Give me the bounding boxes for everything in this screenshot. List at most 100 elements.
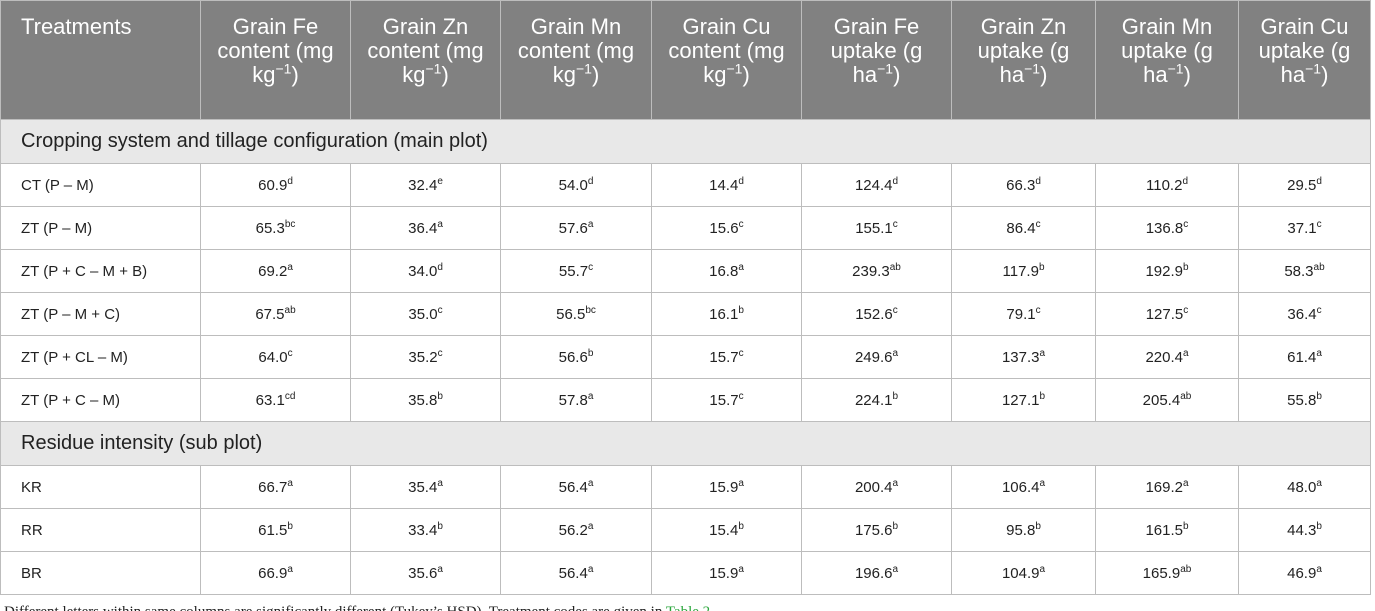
significance-letter: c	[588, 261, 594, 273]
cell-value: 15.9	[709, 564, 739, 582]
cell-value: 220.4	[1145, 348, 1183, 366]
data-cell: 34.0d	[350, 249, 501, 293]
data-cell: 106.4a	[951, 465, 1096, 509]
data-row: ZT (P + CL – M) 64.0c 35.2c 56.6b 15.7c 249.6…	[0, 335, 1371, 379]
data-cell: 37.1c	[1238, 206, 1371, 250]
data-cell: 124.4d	[801, 163, 952, 207]
significance-letter: a	[587, 520, 594, 532]
significance-letter: b	[1316, 390, 1322, 402]
header-text-end: )	[742, 62, 750, 87]
cell-value: 15.7	[709, 391, 739, 409]
header-cell: Grain Cu uptake (g ha−1)	[1238, 0, 1371, 120]
cell-value: 205.4	[1142, 391, 1181, 409]
header-text-end: )	[291, 62, 299, 87]
cell-value: 16.8	[709, 262, 739, 280]
significance-letter: c	[1183, 218, 1189, 230]
significance-letter: c	[738, 390, 744, 402]
significance-letter: d	[437, 261, 443, 273]
header-text: Grain Fe uptake (g ha	[830, 14, 923, 87]
data-cell: 16.8a	[651, 249, 802, 293]
header-text-end: )	[441, 62, 449, 87]
significance-letter: c	[738, 218, 744, 230]
cell-value: 224.1	[854, 391, 893, 409]
cell-value: 161.5	[1145, 521, 1183, 539]
data-cell: 46.9a	[1238, 551, 1371, 595]
cell-value: 35.4	[408, 478, 438, 496]
cell-value: 54.0	[558, 176, 588, 194]
cell-value: 36.4	[1287, 305, 1317, 323]
significance-letter: a	[287, 563, 293, 575]
data-cell: 64.0c	[200, 335, 351, 379]
data-cell: 69.2a	[200, 249, 351, 293]
significance-letter: d	[287, 175, 293, 187]
cell-value: 196.6	[854, 564, 893, 582]
cell-value: 14.4	[709, 176, 739, 194]
significance-letter: ab	[1313, 261, 1325, 273]
header-text: Grain Zn content (mg kg	[367, 14, 484, 87]
data-cell: 15.7c	[651, 335, 802, 379]
data-cell: 35.8b	[350, 378, 501, 422]
header-text: Grain Zn uptake (g ha	[977, 14, 1070, 87]
header-text: Grain Cu uptake (g ha	[1258, 14, 1351, 87]
cell-value: 175.6	[854, 521, 893, 539]
header-unit-exponent: −1	[1167, 60, 1184, 77]
cell-value: 165.9	[1142, 564, 1181, 582]
cell-value: 46.9	[1287, 564, 1317, 582]
significance-letter: a	[1182, 347, 1189, 359]
data-cell: 35.6a	[350, 551, 501, 595]
header-unit-exponent: −1	[877, 60, 894, 77]
cell-value: 86.4	[1006, 219, 1036, 237]
table: Treatments Grain Fe content (mg kg−1) Grai…	[0, 0, 1371, 595]
row-label: ZT (P – M + C)	[0, 292, 201, 336]
cell-value: 61.4	[1287, 348, 1317, 366]
cell-value: 110.2	[1146, 176, 1183, 194]
cell-value: 69.2	[258, 262, 288, 280]
data-row: KR 66.7a 35.4a 56.4a 15.9a 200.4a 106.4a 169.2a…	[0, 465, 1371, 509]
cell-value: 137.3	[1001, 348, 1040, 366]
significance-letter: a	[587, 563, 594, 575]
significance-letter: d	[1035, 175, 1041, 187]
data-cell: 55.7c	[500, 249, 652, 293]
data-cell: 200.4a	[801, 465, 952, 509]
cell-value: 35.8	[408, 391, 438, 409]
cell-value: 56.4	[558, 478, 588, 496]
footnote: Different letters within same columns ar…	[4, 604, 1375, 611]
data-cell: 60.9d	[200, 163, 351, 207]
cell-value: 124.4	[854, 176, 893, 194]
data-cell: 36.4c	[1238, 292, 1371, 336]
data-cell: 66.7a	[200, 465, 351, 509]
significance-letter: ab	[1180, 390, 1192, 402]
cell-value: 56.5	[556, 305, 586, 323]
significance-letter: cd	[284, 390, 296, 402]
significance-letter: a	[287, 477, 293, 489]
cell-value: 65.3	[255, 219, 285, 237]
significance-letter: bc	[284, 218, 296, 230]
header-cell: Grain Zn uptake (g ha−1)	[951, 0, 1096, 120]
significance-letter: c	[437, 304, 443, 316]
cell-value: 155.1	[855, 219, 893, 237]
significance-letter: a	[1182, 477, 1189, 489]
data-cell: 14.4d	[651, 163, 802, 207]
header-unit-exponent: −1	[425, 60, 442, 77]
data-row: ZT (P + C – M) 63.1cd 35.8b 57.8a 15.7c 224.1…	[0, 378, 1371, 422]
header-cell: Grain Mn uptake (g ha−1)	[1095, 0, 1239, 120]
data-cell: 79.1c	[951, 292, 1096, 336]
row-label: RR	[0, 508, 201, 552]
header-cell: Grain Cu content (mg kg−1)	[651, 0, 802, 120]
row-label: CT (P – M)	[0, 163, 201, 207]
data-cell: 32.4e	[350, 163, 501, 207]
cell-value: 169.2	[1145, 478, 1183, 496]
significance-letter: a	[738, 261, 744, 273]
footnote-link[interactable]: Table 2	[666, 604, 710, 611]
header-cell: Grain Zn content (mg kg−1)	[350, 0, 501, 120]
significance-letter: a	[1039, 477, 1046, 489]
significance-letter: a	[1316, 563, 1322, 575]
significance-letter: a	[892, 477, 899, 489]
row-label: KR	[0, 465, 201, 509]
significance-letter: b	[587, 347, 594, 359]
data-cell: 196.6a	[801, 551, 952, 595]
header-cell: Grain Fe content (mg kg−1)	[200, 0, 351, 120]
significance-letter: c	[1316, 218, 1322, 230]
significance-letter: a	[587, 477, 594, 489]
significance-letter: c	[437, 347, 443, 359]
